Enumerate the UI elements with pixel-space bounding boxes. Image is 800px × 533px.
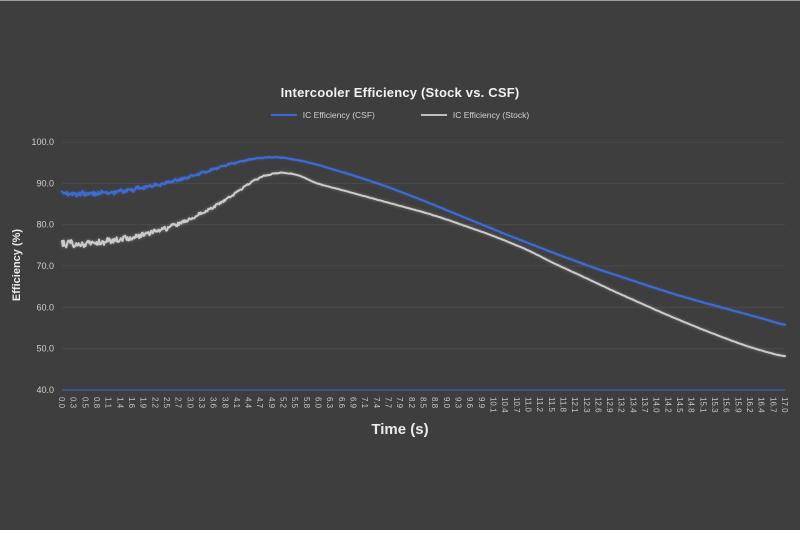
x-tick-label: 4.4 — [244, 397, 253, 409]
x-tick-label: 6.0 — [314, 397, 323, 409]
x-tick-label: 2.5 — [162, 397, 171, 409]
x-tick-label: 5.2 — [279, 397, 288, 409]
x-tick-label: 0.3 — [69, 397, 78, 409]
x-tick-label: 1.9 — [139, 397, 148, 409]
x-tick-label: 7.1 — [360, 397, 369, 409]
legend-label-stock: IC Efficiency (Stock) — [452, 110, 530, 120]
x-tick-label: 12.6 — [593, 397, 602, 413]
x-tick-label: 14.5 — [675, 397, 684, 413]
legend-item-csf: IC Efficiency (CSF) — [270, 110, 375, 120]
x-tick-label: 0.5 — [80, 397, 89, 409]
x-tick-label: 5.5 — [290, 397, 299, 409]
x-tick-label: 17.0 — [780, 397, 789, 413]
x-tick-label: 9.3 — [453, 397, 462, 409]
legend-item-stock: IC Efficiency (Stock) — [420, 110, 530, 120]
x-tick-label: 4.7 — [255, 397, 264, 409]
top-border-line — [0, 0, 800, 1]
x-tick-label: 6.6 — [337, 397, 346, 409]
x-tick-label: 13.4 — [628, 397, 637, 413]
legend-swatch-csf-icon — [270, 114, 297, 116]
y-tick-label: 40.0 — [36, 385, 54, 395]
x-tick-label: 9.9 — [477, 397, 486, 409]
x-tick-label: 0.8 — [92, 397, 101, 409]
x-tick-label: 10.1 — [488, 397, 497, 413]
x-tick-label: 7.4 — [372, 397, 381, 409]
y-axis-title: Efficiency (%) — [11, 228, 23, 302]
x-tick-label: 14.2 — [663, 397, 672, 413]
y-tick-label: 70.0 — [36, 261, 54, 271]
series-line-csf — [60, 155, 787, 326]
x-tick-label: 13.2 — [617, 397, 626, 413]
x-tick-label: 1.6 — [127, 397, 136, 409]
x-axis-title: Time (s) — [371, 421, 429, 438]
x-tick-label: 3.6 — [209, 397, 218, 409]
series-line-stock — [61, 171, 786, 358]
x-tick-label: 6.3 — [325, 397, 334, 409]
x-tick-label: 14.8 — [687, 397, 696, 413]
x-tick-label: 15.1 — [698, 397, 707, 413]
x-tick-label: 15.6 — [722, 397, 731, 413]
x-tick-label: 11.8 — [558, 397, 567, 413]
x-tick-label: 10.7 — [512, 397, 521, 413]
x-tick-label: 3.3 — [197, 397, 206, 409]
y-tick-label: 90.0 — [36, 178, 54, 188]
x-tick-label: 5.8 — [302, 397, 311, 409]
chart-title: Intercooler Efficiency (Stock vs. CSF) — [280, 85, 520, 100]
x-tick-label: 12.3 — [582, 397, 591, 413]
x-tick-label: 15.3 — [710, 397, 719, 413]
x-tick-label: 16.2 — [745, 397, 754, 413]
x-tick-label: 12.1 — [570, 397, 579, 413]
x-tick-label: 15.9 — [733, 397, 742, 413]
x-tick-label: 6.9 — [349, 397, 358, 409]
x-tick-label: 9.6 — [465, 397, 474, 409]
x-tick-label: 8.2 — [407, 397, 416, 409]
chart-legend: IC Efficiency (CSF) IC Efficiency (Stock… — [0, 110, 800, 120]
x-tick-label: 11.5 — [547, 397, 556, 413]
x-tick-label: 16.4 — [757, 397, 766, 413]
x-tick-label: 9.0 — [442, 397, 451, 409]
y-tick-label: 50.0 — [36, 344, 54, 354]
x-tick-label: 8.5 — [419, 397, 428, 409]
x-tick-label: 7.9 — [395, 397, 404, 409]
x-tick-label: 2.2 — [150, 397, 159, 409]
x-tick-label: 0.0 — [57, 397, 66, 409]
x-tick-label: 16.7 — [768, 397, 777, 413]
x-tick-label: 12.9 — [605, 397, 614, 413]
y-tick-label: 60.0 — [36, 302, 54, 312]
x-tick-label: 1.1 — [104, 397, 113, 409]
x-tick-label: 8.8 — [430, 397, 439, 409]
x-tick-label: 13.7 — [640, 397, 649, 413]
x-tick-label: 11.2 — [535, 397, 544, 413]
legend-swatch-stock-icon — [420, 114, 447, 116]
x-tick-label: 11.0 — [523, 397, 532, 413]
x-tick-label: 3.8 — [220, 397, 229, 409]
x-tick-label: 2.7 — [174, 397, 183, 409]
x-tick-label: 4.9 — [267, 397, 276, 409]
x-tick-label: 1.4 — [115, 397, 124, 409]
y-tick-label: 100.0 — [31, 137, 54, 147]
bottom-border-line — [0, 530, 800, 533]
x-tick-label: 10.4 — [500, 397, 509, 413]
x-tick-label: 14.0 — [652, 397, 661, 413]
x-tick-label: 3.0 — [185, 397, 194, 409]
x-tick-label: 7.7 — [384, 397, 393, 409]
legend-label-csf: IC Efficiency (CSF) — [302, 110, 375, 120]
x-tick-label: 4.1 — [232, 397, 241, 409]
y-tick-label: 80.0 — [36, 220, 54, 230]
